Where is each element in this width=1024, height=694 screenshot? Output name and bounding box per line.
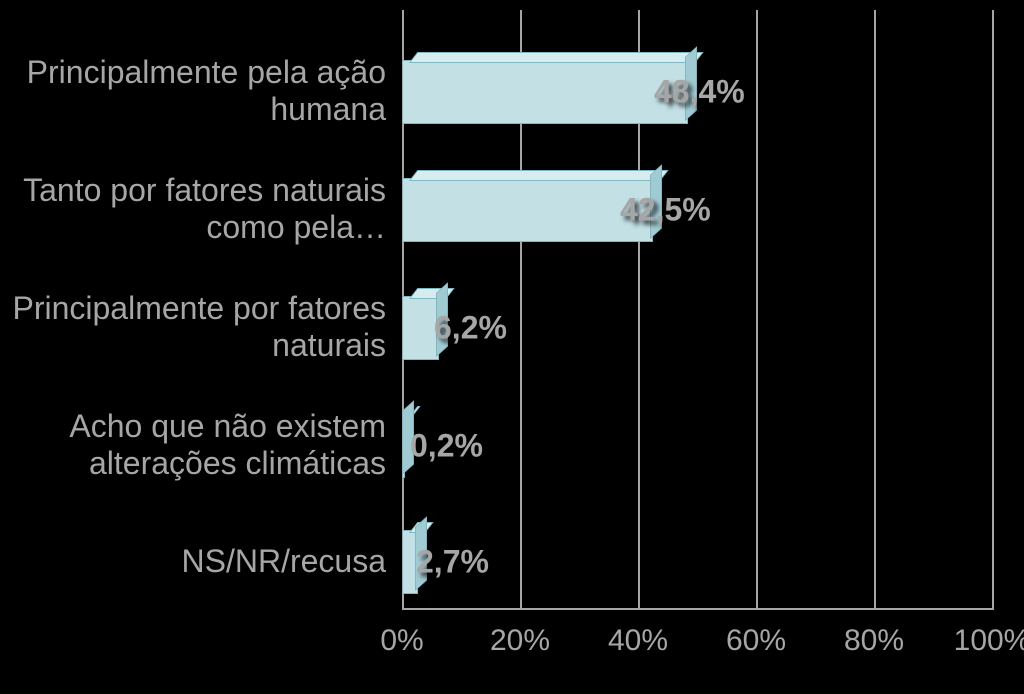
xtick-60: 60% — [726, 624, 786, 658]
category-label-0: Principalmente pela ação humana — [6, 54, 386, 128]
bar-row-2: 6,2% — [402, 296, 992, 360]
category-label-4: NS/NR/recusa — [6, 543, 386, 580]
xtick-20: 20% — [490, 624, 550, 658]
category-label-1: Tanto por fatores naturais como pela… — [6, 172, 386, 246]
bar-value-4: 2,7% — [416, 544, 489, 581]
bar-row-0: 48,4% — [402, 60, 992, 124]
category-label-2: Principalmente por fatores naturais — [6, 290, 386, 364]
bar-row-3: 0,2% — [402, 414, 992, 478]
bar-row-1: 42,5% — [402, 178, 992, 242]
xtick-100: 100% — [954, 624, 1024, 658]
bar-0 — [402, 60, 688, 124]
plot-area: 48,4% 42,5% 6,2% 0,2% 2,7% — [402, 10, 992, 610]
xtick-0: 0% — [380, 624, 423, 658]
bar-value-2: 6,2% — [434, 310, 507, 347]
bar-row-4: 2,7% — [402, 530, 992, 594]
bar-3 — [402, 414, 405, 478]
xtick-40: 40% — [608, 624, 668, 658]
bar-value-3: 0,2% — [410, 428, 483, 465]
bar-1 — [402, 178, 653, 242]
chart-floor — [402, 608, 992, 610]
gridline-100 — [992, 10, 994, 610]
climate-causes-bar-chart: 48,4% 42,5% 6,2% 0,2% 2,7% 0% 20% 40% 60… — [0, 0, 1024, 694]
xtick-80: 80% — [844, 624, 904, 658]
bar-value-1: 42,5% — [620, 192, 711, 229]
category-label-3: Acho que não existem alterações climátic… — [6, 408, 386, 482]
bar-value-0: 48,4% — [654, 74, 745, 111]
